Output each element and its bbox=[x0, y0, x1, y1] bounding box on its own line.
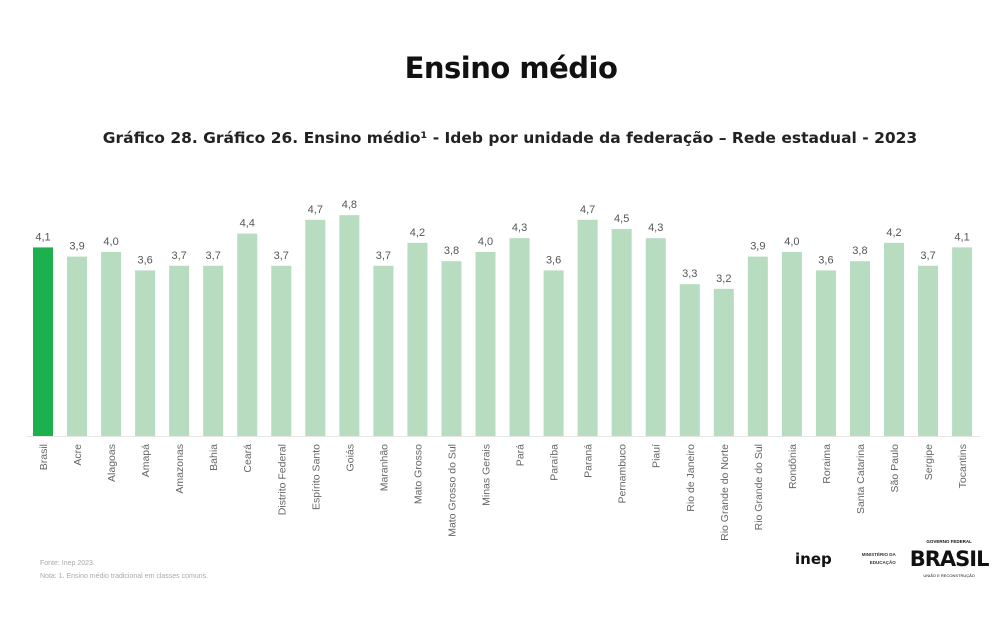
bar bbox=[373, 265, 394, 436]
x-tick-label: Sergipe bbox=[923, 444, 935, 480]
bar bbox=[33, 247, 53, 436]
bar-chart: 4,1 Brasil 3,9 Acre 4,0 Alagoas 3,6 Amapá 3,7 Ama… bbox=[26, 199, 980, 541]
data-label: 3,9 bbox=[69, 241, 84, 253]
x-tick-label: Rio Grande do Sul bbox=[753, 444, 765, 530]
data-label: 4,7 bbox=[580, 204, 595, 216]
x-tick-label: Distrito Federal bbox=[276, 444, 288, 515]
data-label: 3,7 bbox=[274, 250, 289, 262]
data-label: 3,7 bbox=[172, 250, 187, 262]
bar bbox=[169, 265, 190, 436]
bar bbox=[849, 261, 870, 436]
bar bbox=[271, 265, 292, 436]
bar bbox=[747, 256, 768, 436]
x-tick-label: Maranhão bbox=[378, 444, 390, 491]
x-tick-label: Tocantins bbox=[957, 444, 969, 488]
logos: inep MINISTÉRIO DA EDUCAÇÃO GOVERNO FEDE… bbox=[795, 538, 990, 580]
x-tick-label: Pará bbox=[515, 444, 527, 466]
bar bbox=[611, 229, 632, 436]
data-label: 3,7 bbox=[376, 250, 391, 262]
bar bbox=[884, 242, 904, 436]
data-label: 3,7 bbox=[206, 250, 221, 262]
x-tick-label: Minas Gerais bbox=[481, 444, 493, 506]
data-label: 4,4 bbox=[240, 218, 255, 230]
source-note: Fonte: Inep 2023. bbox=[40, 560, 95, 567]
x-tick-label: Santa Catarina bbox=[855, 444, 867, 514]
x-tick-label: Acre bbox=[72, 444, 84, 466]
inep-logo: inep bbox=[795, 550, 832, 568]
x-tick-label: Espírito Santo bbox=[310, 444, 322, 510]
data-label: 4,7 bbox=[308, 204, 323, 216]
x-tick-label: Mato Grosso do Sul bbox=[446, 444, 458, 537]
x-tick-label: Alagoas bbox=[106, 444, 118, 482]
x-tick-label: Roraima bbox=[821, 444, 833, 484]
bar bbox=[815, 270, 836, 436]
gov-brasil-logo: GOVERNO FEDERAL BRASIL UNIÃO E RECONSTRU… bbox=[909, 538, 990, 580]
bar bbox=[679, 284, 700, 436]
x-tick-label: Rio Grande do Norte bbox=[719, 444, 731, 541]
x-tick-label: Ceará bbox=[242, 444, 254, 473]
data-label: 3,8 bbox=[444, 245, 459, 257]
data-label: 3,6 bbox=[546, 254, 561, 266]
x-tick-label: Piauí bbox=[651, 444, 663, 468]
x-tick-label: Rio de Janeiro bbox=[685, 444, 697, 512]
bar bbox=[237, 233, 258, 436]
bar bbox=[543, 270, 564, 436]
bar bbox=[475, 252, 496, 436]
data-label: 4,2 bbox=[886, 227, 901, 239]
data-label: 3,8 bbox=[852, 245, 867, 257]
bar bbox=[713, 288, 734, 436]
gov-top-text: GOVERNO FEDERAL bbox=[926, 539, 972, 544]
data-label: 4,0 bbox=[478, 236, 493, 248]
data-label: 4,2 bbox=[410, 227, 425, 239]
x-tick-label: Goiás bbox=[344, 444, 356, 471]
bar bbox=[203, 265, 224, 436]
data-label: 4,5 bbox=[614, 213, 629, 225]
footnote: Nota: 1. Ensino médio tradicional em cla… bbox=[40, 573, 209, 580]
x-tick-label: Paraíba bbox=[549, 444, 561, 481]
bar bbox=[67, 256, 88, 436]
data-label: 4,0 bbox=[103, 236, 118, 248]
data-label: 4,1 bbox=[35, 231, 50, 243]
bar bbox=[305, 219, 326, 436]
x-tick-label: Mato Grosso bbox=[412, 444, 424, 504]
x-tick-label: São Paulo bbox=[889, 444, 901, 493]
bar bbox=[441, 261, 462, 436]
data-label: 3,3 bbox=[682, 268, 697, 280]
x-tick-label: Bahia bbox=[208, 444, 220, 471]
bar bbox=[407, 242, 428, 436]
bar bbox=[135, 270, 156, 436]
data-label: 3,7 bbox=[920, 250, 935, 262]
bar bbox=[577, 219, 598, 436]
gov-main-text: BRASIL bbox=[909, 547, 990, 571]
data-label: 3,2 bbox=[716, 273, 731, 285]
page-title: Ensino médio bbox=[404, 51, 618, 85]
x-tick-label: Amazonas bbox=[174, 444, 186, 494]
x-tick-label: Amapá bbox=[140, 444, 152, 477]
bar bbox=[918, 265, 939, 436]
data-label: 4,3 bbox=[648, 222, 663, 234]
mec-logo: MINISTÉRIO DA EDUCAÇÃO bbox=[861, 552, 896, 565]
bar bbox=[645, 238, 666, 436]
x-tick-label: Paraná bbox=[583, 444, 595, 478]
x-tick-label: Rondônia bbox=[787, 444, 799, 489]
bar bbox=[339, 215, 360, 436]
data-label: 4,3 bbox=[512, 222, 527, 234]
data-label: 4,0 bbox=[784, 236, 799, 248]
x-tick-label: Pernambuco bbox=[617, 444, 629, 504]
gov-sub-text: UNIÃO E RECONSTRUÇÃO bbox=[923, 573, 975, 578]
bar bbox=[781, 252, 802, 436]
data-label: 3,6 bbox=[818, 254, 833, 266]
chart-title: Gráfico 28. Gráfico 26. Ensino médio¹ - … bbox=[102, 129, 918, 147]
x-tick-label: Brasil bbox=[38, 444, 50, 470]
bar bbox=[101, 252, 122, 436]
bar bbox=[952, 247, 973, 436]
data-label: 3,6 bbox=[137, 254, 152, 266]
data-label: 3,9 bbox=[750, 241, 765, 253]
data-label: 4,1 bbox=[954, 231, 969, 243]
bar bbox=[509, 238, 530, 436]
data-label: 4,8 bbox=[342, 199, 357, 211]
